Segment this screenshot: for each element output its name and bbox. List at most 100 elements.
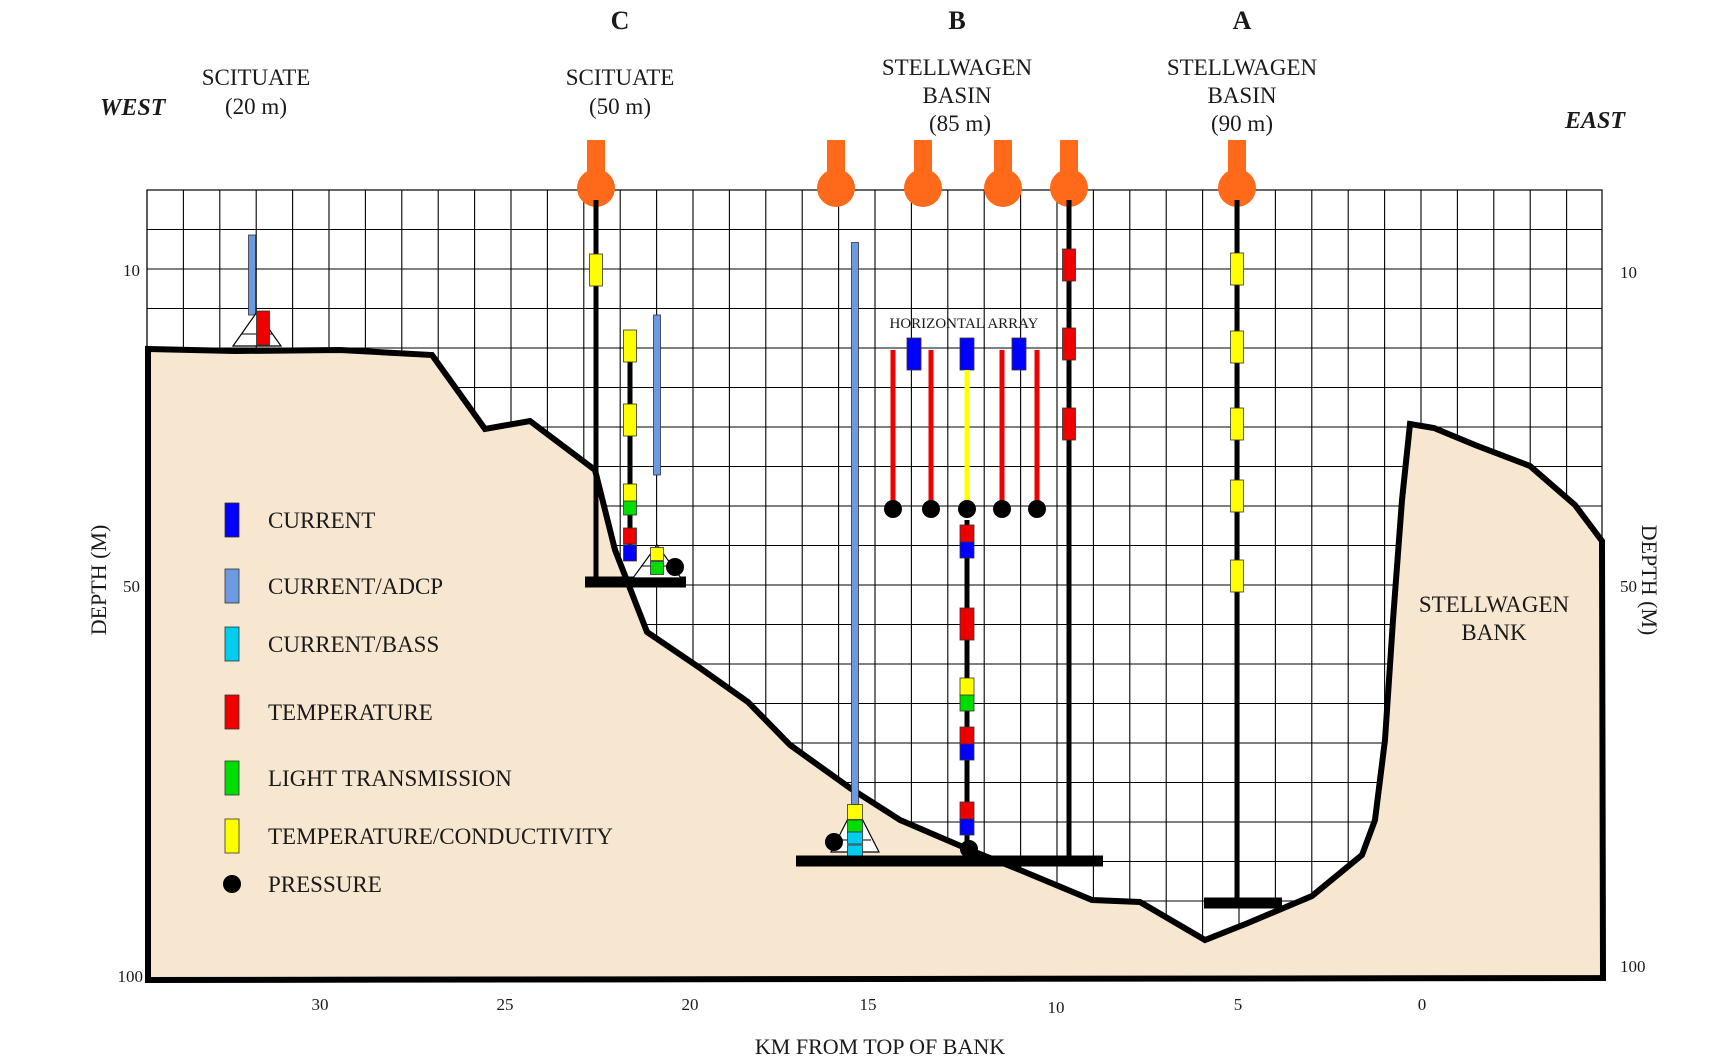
current-sensor	[959, 541, 975, 559]
pressure-sensor	[922, 500, 940, 518]
x-axis: 30 25 20 15 10 5 0 KM FROM TOP OF BANK	[312, 995, 1427, 1059]
surface-buoy-a	[1218, 169, 1256, 207]
current-sensor	[1011, 337, 1027, 371]
stellwagen-bank-label: STELLWAGEN	[1419, 592, 1570, 617]
temperature-sensor	[1062, 327, 1076, 361]
surface-buoy-c	[577, 169, 615, 207]
temperature-sensor	[256, 310, 270, 346]
surface-buoy-mast	[1060, 140, 1078, 178]
station-name-line: SCITUATE	[202, 65, 311, 90]
y-axis-title-left: DEPTH (M)	[86, 525, 111, 636]
legend: CURRENT CURRENT/ADCP CURRENT/BASS TEMPERATU…	[223, 502, 613, 897]
y-tick-label: 10	[123, 261, 140, 280]
temperature-sensor	[959, 607, 975, 641]
current-sensor	[959, 818, 975, 836]
station-c-label: C SCITUATE (50 m)	[566, 6, 675, 119]
station-letter: B	[948, 6, 965, 35]
y-tick-label: 10	[1620, 263, 1637, 282]
surface-buoy-mast	[914, 140, 932, 178]
current-bass-sensor	[847, 844, 863, 858]
legend-label: CURRENT/ADCP	[268, 574, 443, 599]
temperature-conductivity-sensor	[959, 677, 975, 697]
temperature-sensor	[959, 801, 975, 821]
surface-buoy-b1	[817, 169, 855, 207]
adcp-instrument	[851, 242, 859, 818]
station-name-line: (85 m)	[929, 111, 991, 136]
seafloor-profile	[145, 345, 1607, 984]
y-tick-label: 100	[118, 967, 144, 986]
x-tick-label: 0	[1418, 995, 1427, 1014]
mooring-anchor-bar-c	[585, 576, 686, 588]
x-tick-label: 10	[1048, 998, 1065, 1017]
legend-label: PRESSURE	[268, 872, 382, 897]
light-transmission-sensor	[623, 500, 637, 516]
pressure-sensor	[666, 558, 684, 576]
light-transmission-sensor	[650, 561, 664, 575]
temperature-conductivity-sensor	[1230, 559, 1244, 593]
pressure-sensor	[825, 833, 843, 851]
surface-buoy-b3	[984, 169, 1022, 207]
station-name-line: BASIN	[922, 83, 991, 108]
pressure-dot	[223, 875, 241, 893]
legend-label: TEMPERATURE/CONDUCTIVITY	[268, 824, 613, 849]
pressure-sensor	[1028, 500, 1046, 518]
x-tick-label: 25	[497, 995, 514, 1014]
temperature-conductivity-sensor	[650, 547, 664, 561]
moorings	[231, 140, 1282, 909]
y-tick-label: 50	[123, 577, 140, 596]
temperature-conductivity-sensor	[1230, 330, 1244, 364]
current-adcp-swatch	[224, 568, 240, 604]
mooring-anchor-bar-a	[1204, 897, 1282, 909]
x-tick-label: 15	[860, 995, 877, 1014]
station-b-label: B STELLWAGEN BASIN (85 m)	[882, 6, 1033, 136]
temperature-conductivity-sensor	[623, 329, 637, 363]
station-name-line: STELLWAGEN	[882, 55, 1033, 80]
station-name-line: SCITUATE	[566, 65, 675, 90]
surface-buoy-b4	[1050, 169, 1088, 207]
temperature-conductivity-sensor	[1230, 479, 1244, 513]
y-axis-left: 10 50 100 DEPTH (M)	[86, 261, 143, 986]
station-letter: A	[1233, 6, 1252, 35]
x-tick-label: 20	[682, 995, 699, 1014]
surface-buoy-mast	[587, 140, 605, 178]
light-transmission-sensor	[847, 819, 863, 833]
pressure-sensor	[884, 500, 902, 518]
current-swatch	[224, 502, 240, 538]
temperature-sensor	[959, 524, 975, 544]
temperature-swatch	[224, 694, 240, 730]
current-sensor	[623, 544, 637, 562]
temperature-conductivity-swatch	[224, 818, 240, 854]
station-a-label: A STELLWAGEN BASIN (90 m)	[1167, 6, 1318, 136]
adcp-instrument	[248, 234, 256, 316]
temperature-conductivity-sensor	[1230, 252, 1244, 286]
light-transmission-sensor	[959, 694, 975, 712]
station-scituate-20m-label: SCITUATE (20 m)	[202, 65, 311, 119]
light-transmission-swatch	[224, 760, 240, 796]
east-label: EAST	[1564, 108, 1626, 134]
y-tick-label: 50	[1620, 577, 1637, 596]
temperature-sensor	[1062, 248, 1076, 282]
station-name-line: STELLWAGEN	[1167, 55, 1318, 80]
pressure-sensor	[960, 840, 978, 858]
current-sensor	[959, 743, 975, 761]
temperature-sensor	[959, 726, 975, 746]
legend-label: TEMPERATURE	[268, 700, 433, 725]
mooring-anchor-bar-b	[796, 855, 1103, 867]
station-name-line: BASIN	[1207, 83, 1276, 108]
y-axis-title-right: DEPTH (M)	[1637, 525, 1662, 636]
current-bass-swatch	[224, 626, 240, 662]
surface-buoy-mast	[827, 140, 845, 178]
adcp-instrument	[653, 314, 661, 476]
x-axis-title: KM FROM TOP OF BANK	[755, 1034, 1005, 1059]
surface-buoy-mast	[1228, 140, 1246, 178]
x-tick-label: 5	[1234, 995, 1243, 1014]
temperature-conductivity-sensor	[1230, 407, 1244, 441]
station-name-line: (20 m)	[225, 94, 287, 119]
x-tick-label: 30	[312, 995, 329, 1014]
y-tick-label: 100	[1620, 957, 1646, 976]
surface-buoy-mast	[994, 140, 1012, 178]
west-label: WEST	[100, 95, 167, 121]
station-letter: C	[611, 6, 630, 35]
legend-label: CURRENT/BASS	[268, 632, 439, 657]
